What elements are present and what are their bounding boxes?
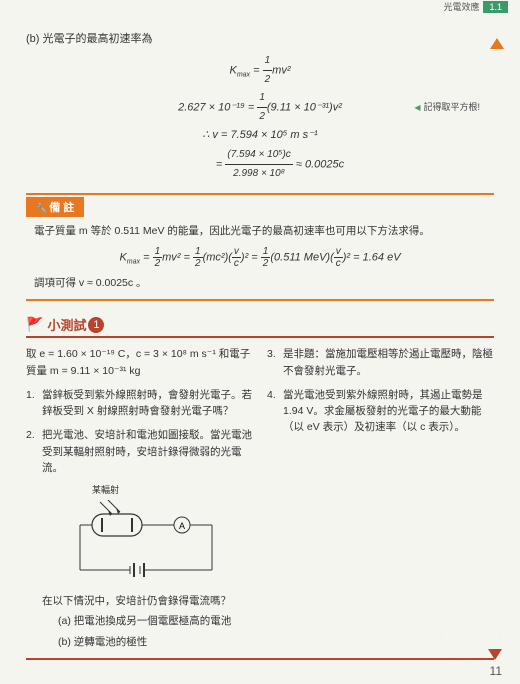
circuit-diagram: 某輻射 xyxy=(72,484,253,585)
part-b-intro: (b) 光電子的最高初速率為 xyxy=(26,30,494,46)
quiz-title: 小測試 xyxy=(47,315,86,334)
remark-box: 備 註 電子質量 m 等於 0.511 MeV 的能量，因此光電子的最高初速率也… xyxy=(26,193,494,302)
question-1: 1. 當鋅板受到紫外線照射時，會發射光電子。若鋅板受到 X 射線照射時會發射光電… xyxy=(26,387,253,420)
equation-block: Kmax = 12mv² 2.627 × 10⁻¹⁹ = 12(9.11 × 1… xyxy=(26,52,494,183)
flag-icon: 🚩 xyxy=(26,316,43,333)
corner-marker xyxy=(490,38,504,49)
remark-equation: Kmax = 12mv² = 12(mc²)(vc)² = 12(0.511 M… xyxy=(34,246,486,269)
question-2-follow: 在以下情況中，安培計仍會錄得電流嗎？ xyxy=(42,593,253,609)
header-section: 1.1 xyxy=(483,1,508,13)
remark-text-1: 電子質量 m 等於 0.511 MeV 的能量，因此光電子的最高初速率也可用以下… xyxy=(34,223,486,240)
quiz-given: 取 e = 1.60 × 10⁻¹⁹ C，c = 3 × 10⁸ m s⁻¹ 和… xyxy=(26,346,253,379)
svg-text:A: A xyxy=(179,521,185,531)
quiz-right-column: 3. 是非題：當施加電壓相等於遏止電壓時，陰極不會發射光電子。 4. 當光電池受… xyxy=(267,346,494,658)
page-number: 11 xyxy=(490,664,502,678)
quiz-left-column: 取 e = 1.60 × 10⁻¹⁹ C，c = 3 × 10⁸ m s⁻¹ 和… xyxy=(26,346,253,658)
remark-label: 備 註 xyxy=(26,197,84,217)
question-2b: (b) 逆轉電池的極性 xyxy=(42,634,253,650)
side-note: 記得取平方根! xyxy=(414,100,480,113)
question-3: 3. 是非題：當施加電壓相等於遏止電壓時，陰極不會發射光電子。 xyxy=(267,346,494,379)
question-4: 4. 當光電池受到紫外線照射時，其遏止電勢是 1.94 V。求金屬板發射的光電子… xyxy=(267,387,494,436)
question-2: 2. 把光電池、安培計和電池如圖接駁。當光電池受到某輻射照射時，安培計錄得微弱的… xyxy=(26,427,253,650)
header-topic: 光電效應 xyxy=(443,0,479,13)
remark-text-2: 調項可得 v ≈ 0.0025c 。 xyxy=(34,275,486,292)
question-2a: (a) 把電池換成另一個電壓極高的電池 xyxy=(42,613,253,629)
quiz-number: 1 xyxy=(88,317,104,333)
quiz-header: 🚩 小測試 1 xyxy=(26,315,494,334)
quiz-divider xyxy=(26,336,494,338)
bottom-divider xyxy=(26,658,494,660)
